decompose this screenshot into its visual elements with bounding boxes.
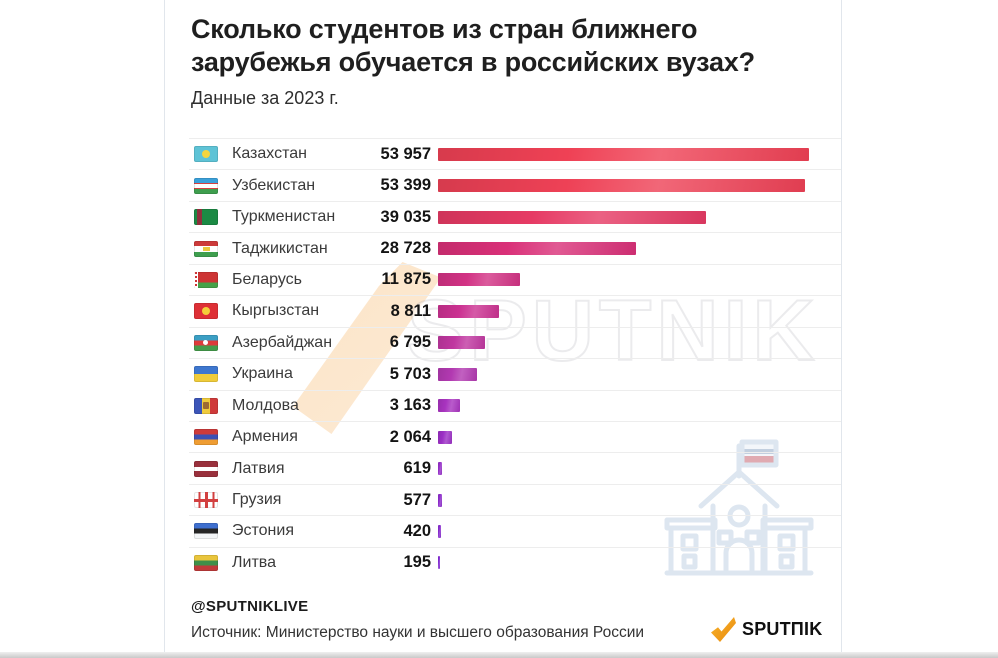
flag-kz-icon xyxy=(194,146,218,163)
country-label: Украина xyxy=(232,365,293,383)
value-bar xyxy=(438,524,441,538)
value-bar xyxy=(438,399,460,413)
country-label: Кыргызстан xyxy=(232,302,320,320)
bar-track xyxy=(438,493,809,507)
value-bar xyxy=(438,304,499,318)
value-bar xyxy=(438,210,707,224)
bar-chart: Казахстан 53 957 Узбекистан 53 399 Туркменис… xyxy=(189,138,841,578)
value-label: 5 703 xyxy=(389,364,431,383)
flag-ee-icon xyxy=(194,523,218,540)
value-label: 28 728 xyxy=(380,239,431,258)
value-bar xyxy=(438,147,809,161)
bar-track xyxy=(438,147,809,161)
value-label: 577 xyxy=(403,490,431,509)
value-label: 39 035 xyxy=(380,207,431,226)
bar-track xyxy=(438,179,809,193)
value-bar xyxy=(438,556,440,570)
value-bar xyxy=(438,430,453,444)
value-label: 195 xyxy=(403,553,431,572)
flag-kg-icon xyxy=(194,303,218,320)
value-label: 11 875 xyxy=(381,270,431,289)
chart-row: Латвия 619 xyxy=(189,452,841,483)
chart-row: Эстония 420 xyxy=(189,515,841,546)
chart-row: Азербайджан 6 795 xyxy=(189,326,841,358)
chart-row: Армения 2 064 xyxy=(189,420,841,452)
flag-lt-icon xyxy=(194,554,218,571)
bar-track xyxy=(438,336,809,350)
flag-uz-icon xyxy=(194,177,218,194)
source-note: Источник: Министерство науки и высшего о… xyxy=(191,624,645,641)
country-label: Казахстан xyxy=(232,145,307,163)
chart-row: Украина 5 703 xyxy=(189,358,841,389)
country-label: Молдова xyxy=(232,396,299,414)
country-label: Таджикистан xyxy=(232,239,328,257)
page-title: Сколько студентов из стран ближнего зару… xyxy=(191,14,755,77)
university-building-watermark xyxy=(663,432,815,589)
bar-track xyxy=(438,210,809,224)
bar-track xyxy=(438,399,809,413)
value-label: 53 399 xyxy=(380,176,431,195)
value-label: 420 xyxy=(403,521,431,540)
value-label: 2 064 xyxy=(389,427,431,446)
value-label: 6 795 xyxy=(389,333,431,352)
chart-row: Таджикистан 28 728 xyxy=(189,232,841,263)
flag-tj-icon xyxy=(194,240,218,257)
infographic-card: SPUTNIK xyxy=(164,0,842,658)
country-label: Латвия xyxy=(232,459,285,477)
value-bar xyxy=(438,336,485,350)
chart-row: Беларусь 11 875 xyxy=(189,263,841,295)
value-bar xyxy=(438,493,442,507)
value-label: 53 957 xyxy=(380,144,431,163)
country-label: Армения xyxy=(232,428,298,446)
flag-lv-icon xyxy=(194,460,218,477)
bar-track xyxy=(438,430,809,444)
sputnik-logo: SPUTΠIK xyxy=(711,617,822,642)
flag-ge-icon xyxy=(194,492,218,509)
value-label: 619 xyxy=(403,459,431,478)
value-bar xyxy=(438,462,443,476)
country-label: Литва xyxy=(232,553,276,571)
country-label: Азербайджан xyxy=(232,333,333,351)
value-label: 3 163 xyxy=(389,396,431,415)
flag-tm-icon xyxy=(194,209,218,226)
chart-row: Туркменистан 39 035 xyxy=(189,200,841,232)
value-label: 8 811 xyxy=(390,301,431,320)
sputnik-check-icon xyxy=(711,617,736,642)
value-bar xyxy=(438,273,520,287)
chart-row: Кыргызстан 8 811 xyxy=(189,295,841,326)
chart-row: Молдова 3 163 xyxy=(189,389,841,421)
value-bar xyxy=(438,179,806,193)
page-subtitle: Данные за 2023 г. xyxy=(191,88,339,108)
bar-track xyxy=(438,462,809,476)
country-label: Эстония xyxy=(232,522,294,540)
country-label: Узбекистан xyxy=(232,176,316,194)
bar-track xyxy=(438,273,809,287)
flag-az-icon xyxy=(194,334,218,351)
country-label: Туркменистан xyxy=(232,208,336,226)
chart-row: Грузия 577 xyxy=(189,483,841,515)
bar-track xyxy=(438,242,809,256)
value-bar xyxy=(438,242,636,256)
bar-track xyxy=(438,556,809,570)
bar-track xyxy=(438,524,809,538)
bottom-edge-strip xyxy=(0,652,998,658)
sputnik-wordmark: SPUTΠIK xyxy=(742,619,823,639)
flag-am-icon xyxy=(194,429,218,446)
value-bar xyxy=(438,367,478,381)
flag-md-icon xyxy=(194,397,218,414)
chart-row: Казахстан 53 957 xyxy=(189,138,841,169)
social-handle: @SPUTNIKLIVE xyxy=(191,598,309,615)
flag-ua-icon xyxy=(194,366,218,383)
country-label: Грузия xyxy=(232,491,282,509)
flag-by-icon xyxy=(194,271,218,288)
bar-track xyxy=(438,367,809,381)
sputnik-text-watermark: SPUTNIK xyxy=(406,282,820,380)
bar-track xyxy=(438,304,809,318)
chart-row: Узбекистан 53 399 xyxy=(189,169,841,200)
chart-row: Литва 195 xyxy=(189,546,841,578)
country-label: Беларусь xyxy=(232,270,302,288)
